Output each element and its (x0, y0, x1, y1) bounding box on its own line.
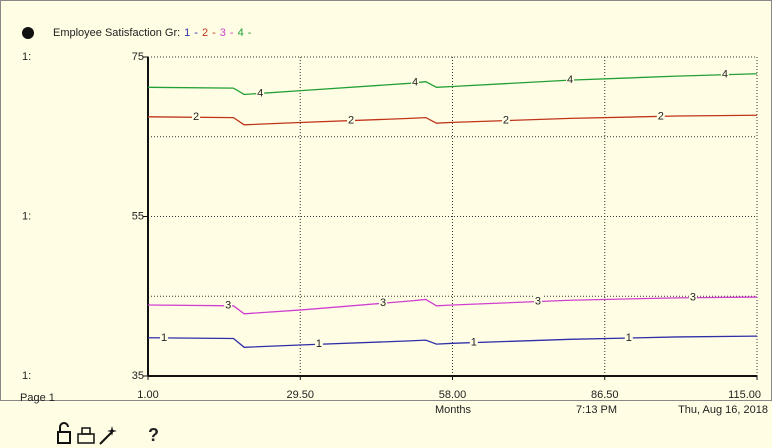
series-label-bg (720, 68, 729, 81)
series-label-bg (411, 76, 420, 89)
series-label: 2 (658, 110, 664, 122)
series-label-bg (160, 331, 169, 344)
series-line (147, 335, 758, 348)
legend-entry: 2 (202, 27, 208, 39)
axis-prefix: 1: (22, 370, 31, 382)
series-label-bg (533, 295, 542, 308)
series-label: 4 (257, 87, 263, 99)
series-label-bg (501, 114, 510, 127)
page-label: Page 1 (20, 392, 55, 404)
series-label: 3 (225, 300, 231, 312)
series-line (147, 114, 758, 126)
series-label-bg (469, 336, 478, 349)
y-tick-label: 35 (132, 370, 144, 382)
series-label: 4 (722, 69, 728, 81)
series-label: 4 (412, 77, 418, 89)
series-label-bg (256, 87, 265, 100)
lock-icon[interactable] (57, 422, 71, 444)
axis-prefix: 1: (22, 51, 31, 63)
series-label-bg (192, 111, 201, 124)
series-label: 2 (193, 111, 199, 123)
print-icon[interactable] (77, 427, 95, 444)
series-label-bg (566, 74, 575, 87)
legend-separator: - (212, 27, 216, 39)
series-label: 3 (380, 297, 386, 309)
series-label: 1 (626, 332, 632, 344)
series-label: 1 (471, 336, 477, 348)
y-tick-label: 75 (132, 51, 144, 63)
series-label-bg (347, 114, 355, 127)
legend-entry: 4 (238, 27, 244, 39)
series-label-bg (314, 338, 323, 351)
series-label: 2 (503, 114, 509, 126)
series-label-bg (379, 297, 388, 310)
legend-separator: - (194, 27, 198, 39)
axis-prefix: 1: (22, 210, 31, 222)
x-axis-label: Months (435, 404, 472, 416)
series-line (147, 296, 758, 315)
y-tick-label: 55 (132, 210, 144, 222)
wand-icon[interactable] (99, 426, 117, 445)
series-label-bg (688, 291, 697, 304)
x-tick-label: 29.50 (286, 389, 314, 401)
series-label: 2 (348, 115, 354, 127)
series-label-bg (656, 110, 665, 123)
legend-separator: - (248, 27, 252, 39)
series-label: 3 (535, 295, 541, 307)
series-label: 1 (316, 338, 322, 350)
series-label-bg (624, 331, 633, 344)
x-tick-label: 58.00 (439, 389, 467, 401)
series-label-bg (224, 299, 233, 312)
legend-separator: - (230, 27, 234, 39)
graph-icon[interactable] (22, 27, 34, 39)
series-line (147, 73, 758, 96)
x-tick-label: 115.00 (728, 389, 761, 401)
series-label: 3 (690, 292, 696, 304)
help-button[interactable]: ? (148, 425, 159, 445)
x-tick-label: 1.00 (137, 389, 158, 401)
x-tick-label: 86.50 (591, 389, 619, 401)
time-label: 7:13 PM (576, 404, 617, 416)
date-label: Thu, Aug 16, 2018 (678, 404, 768, 416)
chart-title: Employee Satisfaction Gr: 1-2-3-4- (53, 27, 252, 39)
series-label: 1 (161, 332, 167, 344)
legend-entry: 1 (184, 27, 190, 39)
legend-entry: 3 (220, 27, 226, 39)
series-label: 4 (567, 74, 573, 86)
